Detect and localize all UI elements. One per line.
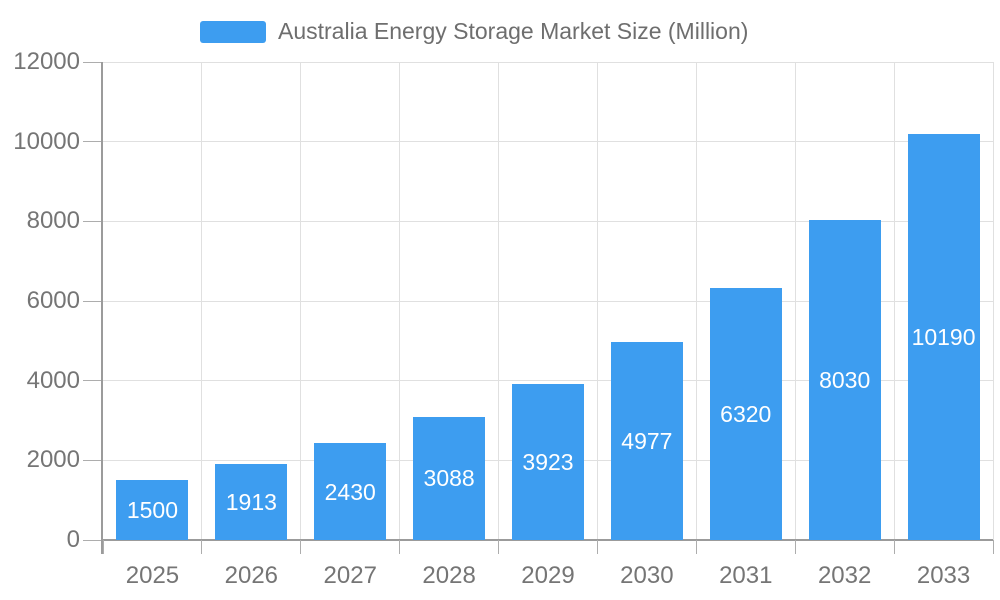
gridline-horizontal — [103, 300, 993, 302]
gridline-vertical — [399, 62, 401, 540]
gridline-horizontal — [103, 220, 993, 222]
x-axis-line — [103, 539, 993, 541]
y-axis-tick — [83, 220, 101, 222]
x-axis-tick — [102, 540, 104, 554]
y-axis-tick — [83, 300, 101, 302]
y-axis-tick — [83, 539, 101, 541]
gridline-horizontal — [103, 141, 993, 143]
y-axis-tick — [83, 380, 101, 382]
x-tick-label: 2026 — [224, 562, 279, 589]
gridline-vertical — [300, 62, 302, 540]
x-axis-tick — [794, 540, 796, 554]
y-tick-label: 4000 — [26, 366, 80, 394]
bar-value-label: 4977 — [621, 427, 673, 454]
gridline-vertical — [893, 62, 895, 540]
y-axis-line — [101, 62, 103, 554]
x-tick-label: 2032 — [817, 562, 872, 589]
x-tick-label: 2030 — [620, 562, 674, 589]
y-tick-label: 0 — [66, 526, 80, 553]
x-axis-tick — [992, 540, 994, 554]
y-axis-tick — [83, 141, 101, 143]
bar-value-label: 6320 — [720, 401, 772, 428]
x-tick-label: 2025 — [125, 562, 180, 589]
bar — [610, 341, 683, 540]
gridline-vertical — [695, 62, 697, 540]
bar-value-label: 10190 — [911, 324, 976, 351]
x-axis-tick — [300, 540, 302, 554]
bar-value-label: 1500 — [126, 497, 179, 524]
x-tick-label: 2027 — [323, 562, 377, 589]
bar — [116, 480, 189, 540]
y-tick-label: 12000 — [13, 48, 80, 75]
bar — [808, 220, 881, 540]
bar-value-label: 3923 — [522, 448, 574, 475]
x-tick-label: 2033 — [916, 562, 971, 589]
legend-label: Australia Energy Storage Market Size (Mi… — [278, 18, 749, 44]
legend-item[interactable]: Australia Energy Storage Market Size (Mi… — [200, 18, 748, 45]
y-tick-label: 6000 — [26, 287, 80, 314]
bar — [709, 288, 782, 540]
bar-value-label: 1913 — [225, 488, 277, 515]
bar-value-label: 8030 — [819, 367, 871, 394]
y-axis-tick — [83, 459, 101, 461]
gridline-vertical — [794, 62, 796, 540]
y-tick-label: 8000 — [26, 207, 80, 235]
y-tick-label: 2000 — [26, 446, 80, 474]
x-tick-label: 2031 — [719, 562, 773, 589]
gridline-horizontal — [103, 61, 993, 63]
y-axis-tick — [83, 61, 101, 63]
bar-value-label: 2430 — [324, 478, 376, 505]
gridline-vertical — [992, 62, 994, 540]
legend-swatch — [200, 20, 266, 43]
bar — [907, 134, 980, 540]
x-tick-label: 2029 — [521, 562, 575, 589]
bar-value-label: 3088 — [423, 465, 475, 492]
x-tick-label: 2028 — [422, 562, 476, 589]
x-axis-tick — [399, 540, 401, 554]
gridline-vertical — [201, 62, 203, 540]
bar — [215, 463, 288, 540]
x-axis-tick — [201, 540, 203, 554]
x-axis-tick — [498, 540, 500, 554]
gridline-vertical — [596, 62, 598, 540]
x-axis-tick — [596, 540, 598, 554]
gridline-horizontal — [103, 380, 993, 382]
x-axis-tick — [893, 540, 895, 554]
bar — [512, 383, 584, 540]
y-tick-label: 10000 — [13, 127, 80, 155]
bar — [413, 416, 486, 540]
bar — [314, 443, 387, 540]
x-axis-tick — [695, 540, 697, 554]
gridline-vertical — [498, 62, 500, 540]
